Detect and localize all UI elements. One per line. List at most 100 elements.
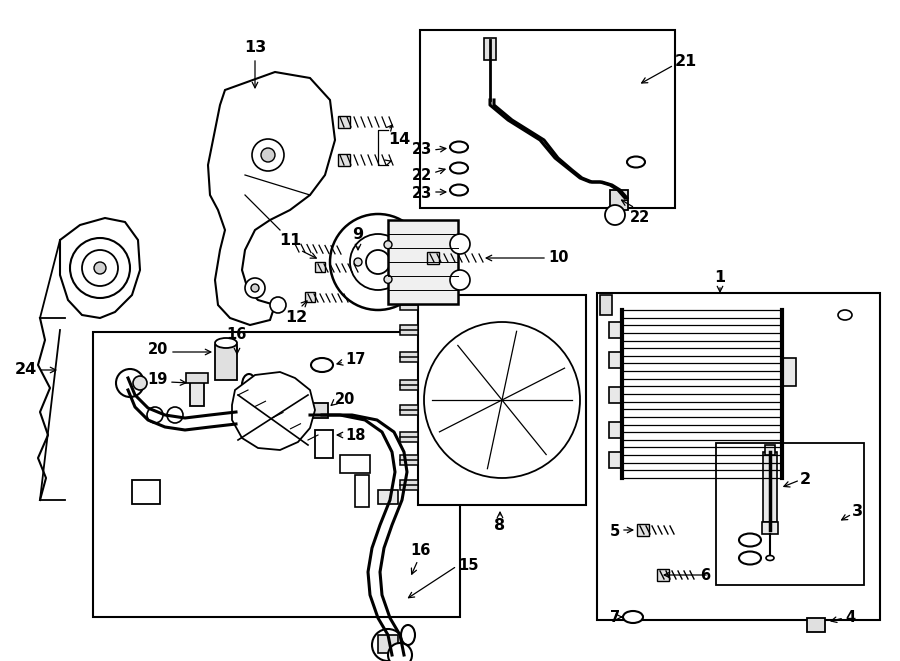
Bar: [310, 403, 328, 418]
Bar: [420, 30, 675, 208]
Bar: [609, 352, 622, 368]
Circle shape: [245, 278, 265, 298]
Ellipse shape: [623, 611, 643, 623]
Text: 23: 23: [412, 186, 432, 202]
Circle shape: [605, 205, 625, 225]
Bar: [716, 443, 864, 585]
Bar: [610, 190, 628, 210]
Circle shape: [147, 407, 163, 423]
Circle shape: [450, 270, 470, 290]
Ellipse shape: [838, 310, 852, 320]
Ellipse shape: [627, 157, 645, 167]
Text: 13: 13: [244, 40, 266, 55]
Text: 23: 23: [412, 143, 432, 157]
Text: 2: 2: [800, 473, 811, 488]
Bar: [400, 405, 418, 415]
Text: 8: 8: [494, 518, 506, 533]
Circle shape: [82, 250, 118, 286]
Bar: [355, 475, 369, 507]
Circle shape: [384, 241, 392, 249]
Text: 15: 15: [458, 557, 479, 572]
Bar: [305, 292, 315, 302]
Circle shape: [450, 234, 470, 254]
Bar: [763, 452, 777, 522]
Bar: [807, 618, 825, 632]
Circle shape: [384, 276, 392, 284]
Text: 24: 24: [14, 362, 37, 377]
Bar: [762, 522, 778, 534]
Text: 20: 20: [335, 393, 356, 407]
Text: 22: 22: [630, 210, 650, 225]
Bar: [400, 300, 418, 310]
Text: 9: 9: [353, 227, 364, 242]
Ellipse shape: [215, 338, 237, 348]
Text: 5: 5: [610, 524, 620, 539]
Circle shape: [388, 643, 412, 661]
Bar: [132, 480, 160, 504]
Bar: [338, 154, 350, 166]
Bar: [315, 430, 333, 458]
Circle shape: [116, 369, 144, 397]
Circle shape: [133, 376, 147, 390]
Bar: [484, 38, 496, 60]
Bar: [609, 452, 622, 468]
Circle shape: [94, 262, 106, 274]
Circle shape: [261, 148, 275, 162]
Text: 22: 22: [412, 167, 432, 182]
Bar: [340, 455, 370, 473]
Text: 7: 7: [610, 609, 620, 625]
Bar: [637, 524, 649, 536]
Circle shape: [270, 297, 286, 313]
Bar: [215, 345, 237, 380]
Circle shape: [366, 250, 390, 274]
Circle shape: [354, 258, 362, 266]
Circle shape: [251, 284, 259, 292]
Circle shape: [350, 234, 406, 290]
Text: 16: 16: [410, 543, 430, 558]
Bar: [378, 490, 398, 504]
Ellipse shape: [450, 141, 468, 153]
Bar: [338, 116, 350, 128]
Bar: [400, 455, 418, 465]
Bar: [782, 358, 796, 386]
Text: 10: 10: [548, 251, 569, 266]
Bar: [400, 432, 418, 442]
Bar: [597, 293, 880, 620]
Bar: [609, 387, 622, 403]
Text: 3: 3: [852, 504, 863, 520]
Bar: [315, 262, 325, 272]
Circle shape: [330, 214, 426, 310]
Text: 12: 12: [285, 310, 307, 325]
Bar: [600, 295, 612, 315]
Bar: [400, 380, 418, 390]
Ellipse shape: [450, 184, 468, 196]
Bar: [400, 480, 418, 490]
Polygon shape: [232, 372, 315, 450]
Circle shape: [167, 407, 183, 423]
Text: 14: 14: [388, 132, 410, 147]
Bar: [609, 422, 622, 438]
Text: 17: 17: [345, 352, 365, 368]
Bar: [190, 378, 204, 406]
Bar: [186, 373, 208, 383]
Ellipse shape: [739, 533, 761, 547]
Text: 4: 4: [845, 611, 855, 625]
Bar: [765, 445, 775, 455]
Bar: [400, 352, 418, 362]
Polygon shape: [60, 218, 140, 318]
Circle shape: [70, 238, 130, 298]
Ellipse shape: [450, 163, 468, 173]
Ellipse shape: [739, 551, 761, 564]
Text: 21: 21: [675, 54, 698, 69]
Text: 16: 16: [227, 327, 248, 342]
Bar: [418, 295, 586, 505]
Ellipse shape: [766, 555, 774, 561]
Bar: [378, 635, 398, 653]
Text: 20: 20: [148, 342, 168, 358]
Text: 18: 18: [345, 428, 365, 442]
Circle shape: [424, 322, 580, 478]
Ellipse shape: [401, 625, 415, 645]
Polygon shape: [208, 72, 335, 325]
Bar: [609, 322, 622, 338]
Bar: [400, 325, 418, 335]
